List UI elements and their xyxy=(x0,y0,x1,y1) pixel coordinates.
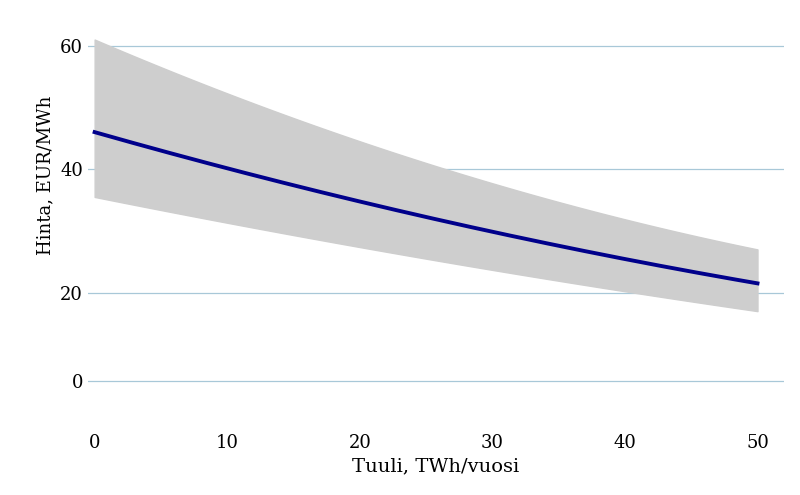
X-axis label: Tuuli, TWh/vuosi: Tuuli, TWh/vuosi xyxy=(352,457,520,476)
Y-axis label: Hinta, EUR/MWh: Hinta, EUR/MWh xyxy=(37,96,54,255)
